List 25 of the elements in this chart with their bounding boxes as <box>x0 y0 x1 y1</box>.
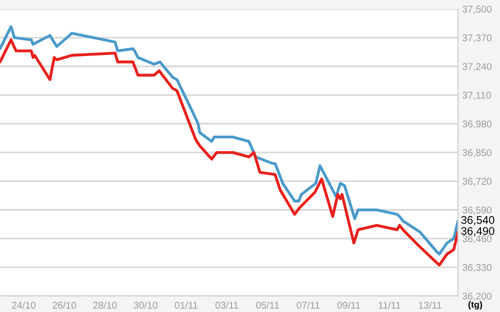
x-tick-label: 11/11 <box>378 302 400 309</box>
y-tick-label: 37,110 <box>462 92 491 100</box>
x-tick-label: 01/11 <box>174 302 198 309</box>
y-tick-label: 36,850 <box>462 149 492 158</box>
y-tick-label: 37,370 <box>462 34 492 42</box>
x-tick-label: 09/11 <box>337 302 360 309</box>
x-tick-label: 07/11 <box>296 302 320 309</box>
y-tick-label: 36,720 <box>462 178 492 186</box>
y-tick-label: 36,330 <box>462 264 492 272</box>
y-tick-label: 37,500 <box>462 6 492 14</box>
data-label: 36,540 <box>461 216 494 226</box>
x-tick-label: 26/10 <box>52 302 76 309</box>
y-tick-label: 36,200 <box>462 292 492 301</box>
x-tick-label: 24/10 <box>12 302 36 309</box>
data-label: 36,490 <box>461 227 494 236</box>
y-tick-label: 36,980 <box>462 120 492 129</box>
x-tick-label: 30/10 <box>134 302 158 309</box>
y-tick-label: 36,590 <box>462 206 492 215</box>
x-tick-label: 13/11 <box>419 302 442 309</box>
y-tick-label: 36,460 <box>462 235 492 244</box>
x-tick-label: 03/11 <box>215 302 238 309</box>
y-tick-label: 37,240 <box>462 63 492 72</box>
x-axis-title: (tg) <box>468 301 482 310</box>
x-tick-label: 28/10 <box>93 302 117 309</box>
x-tick-label: 05/11 <box>256 302 279 309</box>
